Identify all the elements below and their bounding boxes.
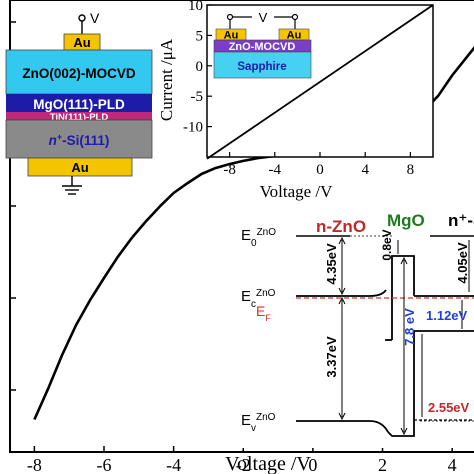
main-x-tick-label: -8 [27,455,42,474]
inset-x-tick-label: 4 [361,162,369,178]
e0-sub: 0 [251,238,257,249]
mgo-layer [6,94,152,112]
inset-substrate [213,51,312,79]
inset-x-tick-label: -8 [223,162,236,178]
eg-mgo-value: 7.8 eV [402,308,417,346]
chi-si-value: 4.05eV [455,242,470,284]
ef-base: E [256,303,265,319]
inset-substrate-label: Sapphire [237,61,286,73]
si-sup: + [57,132,62,142]
band-diagram: n-ZnO MgO n⁺-S E0ZnO EcZnO EF EvZnO [238,204,474,448]
top-terminal-label: V [90,10,100,26]
main-x-ticks: -8 -6 -4 -2 0 2 4 [27,446,457,474]
inset-terminal-right [291,13,299,21]
ec-sub: c [251,299,256,310]
bottom-au-contact [27,157,133,177]
zno-layer-label: ZnO(002)-MOCVD [22,66,136,81]
inset-y-tick-label: 0 [196,59,204,75]
main-x-tick-label: 0 [308,455,317,474]
inset-x-tick-label: 0 [316,162,324,178]
eg-mgo-arrow [400,256,408,436]
inset-x-tick-label: -4 [269,162,282,178]
eg-zno-value: 3.37eV [324,336,339,378]
si-suffix: -Si(111) [62,133,109,148]
main-x-tick-label: -2 [236,455,251,474]
e0-base: E [241,227,251,244]
region-nzno-label: n-ZnO [316,217,366,236]
ec-zno-label: EcZnO [241,288,276,310]
main-x-tick-label: 2 [378,455,387,474]
ground-icon [62,176,82,195]
inset-ylabel: Current /μA [157,38,176,121]
vbo-value: 2.55eV [428,400,470,415]
inset-xlabel: Voltage /V [260,182,334,201]
band-diagram-backdrop [238,204,474,448]
chi-zno-value: 4.35eV [324,243,339,285]
e0-sup: ZnO [257,227,277,238]
cbo-value: 0.8eV [380,229,394,260]
inset-x-ticks: -8 -4 0 4 8 [223,152,414,178]
main-plot-frame [9,0,474,453]
zno-valence-band [296,420,389,433]
ef-sub: F [265,313,271,323]
ev-zno-label: EvZnO [241,412,276,434]
region-mgo-label: MgO [387,211,425,230]
si-layer-label: n+-Si(111) [49,132,110,148]
inset-y-tick-label: -5 [191,89,204,105]
inset-x-tick-label: 8 [407,162,415,178]
main-x-tick-label: 4 [448,455,457,474]
inset-au-left-label: Au [224,30,239,42]
main-x-tick-label: -6 [97,455,112,474]
inset-terminal-label: V [259,10,268,25]
inset-y-tick-label: 10 [188,0,203,14]
region-si-label: n⁺-S [448,211,474,230]
vbo-arrow [420,334,474,422]
eg-zno-arrow [338,296,346,421]
ec-sup: ZnO [256,288,276,299]
inset-iv-line [206,4,434,160]
inset-terminal-left [226,13,234,21]
mgo-valence-band [387,420,415,437]
inset-zno-label: ZnO-MOCVD [229,41,296,53]
zno-conduction-band [296,289,387,297]
main-xlabel: Voltage /V [225,453,311,474]
eg-si-value: 1.12eV [426,308,468,323]
ec-base: E [241,288,251,305]
tin-layer-label: TiN(111)-PLD [50,112,109,123]
mgo-layer-label: MgO(111)-PLD [33,97,125,112]
inset-device: V Au Au ZnO-MOCVD Sapphire [213,10,312,79]
main-x-tick-label: -4 [166,455,181,474]
ef-label: EF [256,303,271,323]
inset-y-tick-label: -10 [183,120,203,136]
si-prefix: n [49,133,57,148]
bottom-au-label: Au [71,160,88,175]
top-au-label: Au [73,35,90,50]
ev-base: E [241,412,251,429]
zno-layer [5,49,153,95]
inset-chart: 10 5 0 -5 -10 -8 -4 0 4 8 Current /μA Voltage /V… [157,0,434,201]
inset-au-right-label: Au [287,30,302,42]
device-stack: V Au ZnO(002)-MOCVD MgO(111)-PLD TiN(111… [5,10,153,195]
inset-y-ticks: 10 5 0 -5 -10 [183,0,212,136]
tin-layer [6,112,152,120]
ev-sup: ZnO [256,412,276,423]
inset-y-tick-label: 5 [196,28,204,44]
e0-zno-label: E0ZnO [241,227,276,249]
ev-sub: v [251,423,256,434]
chi-zno-arrow [338,236,346,296]
top-terminal-node [78,14,86,22]
